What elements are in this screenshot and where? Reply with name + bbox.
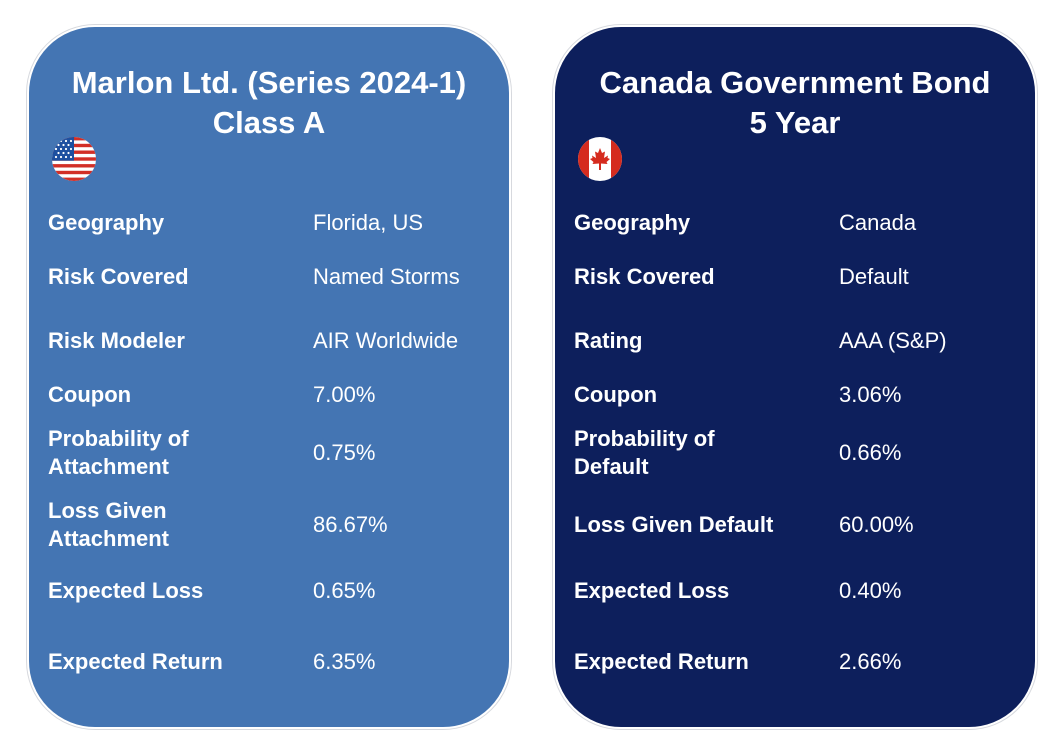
row-value: Florida, US <box>313 210 424 235</box>
us-flag-icon <box>52 137 96 181</box>
row-loss-given: Loss Given Attachment 86.67% <box>29 495 509 555</box>
row-geography: Geography Florida, US <box>29 193 509 253</box>
row-value: 7.00% <box>313 382 376 407</box>
row-label: Loss Given Attachment <box>48 498 170 551</box>
row-value: 86.67% <box>313 512 388 537</box>
cat-bond-card: Marlon Ltd. (Series 2024-1) Class A Geog… <box>27 25 511 729</box>
card-title-line-1: Marlon Ltd. (Series 2024-1) <box>71 65 467 100</box>
row-value: Named Storms <box>313 264 460 289</box>
row-value: 2.66% <box>839 649 902 674</box>
row-label: Geography <box>48 210 165 235</box>
canada-flag-icon <box>578 137 622 181</box>
card-title-line-2: 5 Year <box>749 105 841 140</box>
row-label: Probability of Default <box>574 426 715 479</box>
row-value: 3.06% <box>839 382 902 407</box>
row-label: Expected Loss <box>48 578 204 603</box>
card-title-line-2: Class A <box>212 105 326 140</box>
row-value: 6.35% <box>313 649 376 674</box>
row-coupon: Coupon 3.06% <box>555 365 1035 425</box>
row-risk-covered: Risk Covered Named Storms <box>29 247 509 307</box>
row-label: Coupon <box>574 382 658 407</box>
row-label: Loss Given Default <box>574 512 774 537</box>
card-title: Marlon Ltd. (Series 2024-1) Class A <box>29 63 509 143</box>
row-value: AIR Worldwide <box>313 328 459 353</box>
row-coupon: Coupon 7.00% <box>29 365 509 425</box>
row-loss-given: Loss Given Default 60.00% <box>555 495 1035 555</box>
row-label: Probability of Attachment <box>48 426 189 479</box>
row-expected-loss: Expected Loss 0.65% <box>29 561 509 621</box>
row-label: Geography <box>574 210 691 235</box>
row-label: Expected Return <box>574 649 749 674</box>
row-expected-return: Expected Return 6.35% <box>29 632 509 692</box>
row-label: Expected Loss <box>574 578 730 603</box>
row-value: 60.00% <box>839 512 914 537</box>
row-label: Coupon <box>48 382 132 407</box>
card-title: Canada Government Bond 5 Year <box>555 63 1035 143</box>
government-bond-card: Canada Government Bond 5 Year Geography … <box>553 25 1037 729</box>
row-risk-modeler: Risk Modeler AIR Worldwide <box>29 311 509 371</box>
row-label: Expected Return <box>48 649 223 674</box>
row-expected-return: Expected Return 2.66% <box>555 632 1035 692</box>
row-value: Default <box>839 264 909 289</box>
row-rating: Rating AAA (S&P) <box>555 311 1035 371</box>
row-probability: Probability of Attachment 0.75% <box>29 423 509 483</box>
card-title-line-1: Canada Government Bond <box>599 65 991 100</box>
row-risk-covered: Risk Covered Default <box>555 247 1035 307</box>
row-value: 0.66% <box>839 440 902 465</box>
row-value: AAA (S&P) <box>839 328 947 353</box>
row-probability: Probability of Default 0.66% <box>555 423 1035 483</box>
row-label: Rating <box>574 328 643 353</box>
row-value: Canada <box>839 210 917 235</box>
row-label: Risk Covered <box>48 264 189 289</box>
row-value: 0.75% <box>313 440 376 465</box>
row-expected-loss: Expected Loss 0.40% <box>555 561 1035 621</box>
row-geography: Geography Canada <box>555 193 1035 253</box>
row-value: 0.40% <box>839 578 902 603</box>
row-value: 0.65% <box>313 578 376 603</box>
row-label: Risk Covered <box>574 264 715 289</box>
row-label: Risk Modeler <box>48 328 185 353</box>
